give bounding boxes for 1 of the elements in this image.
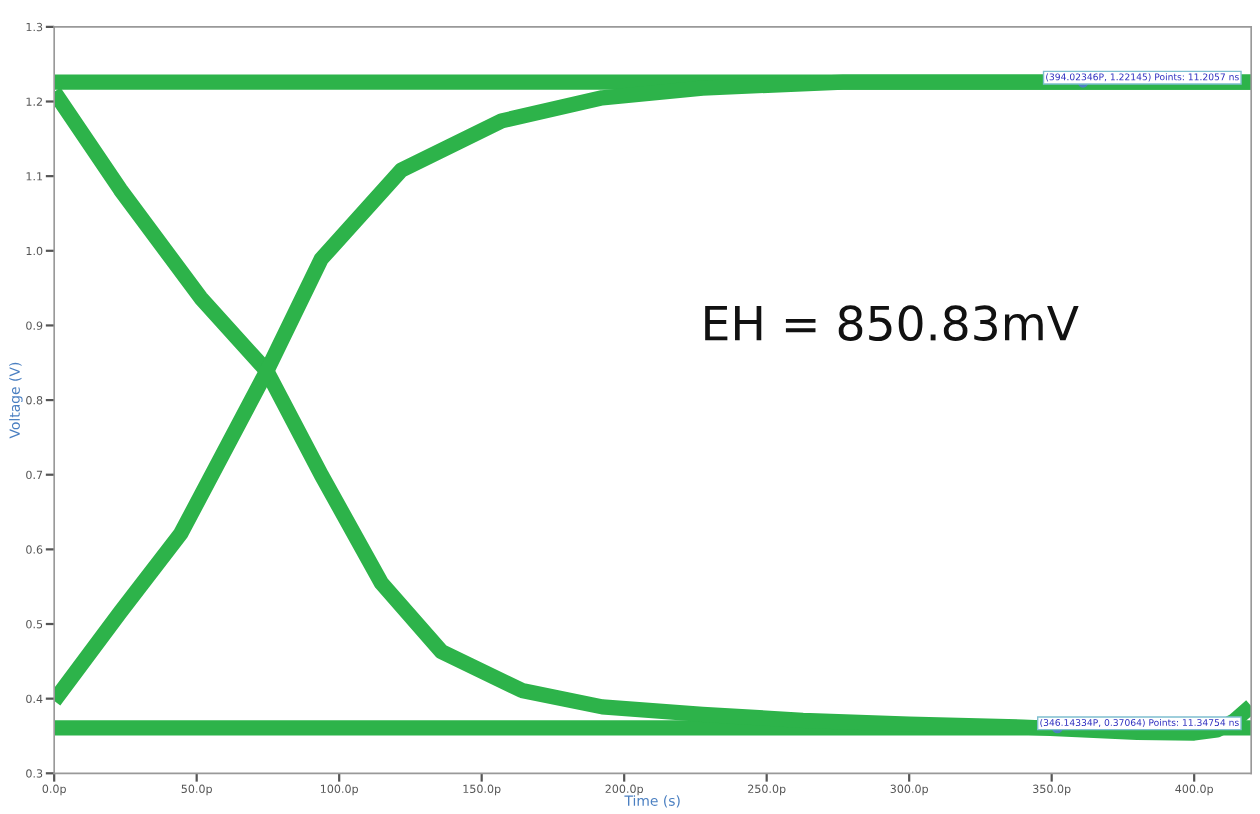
annotation: EH = 850.83mV <box>705 305 1079 342</box>
